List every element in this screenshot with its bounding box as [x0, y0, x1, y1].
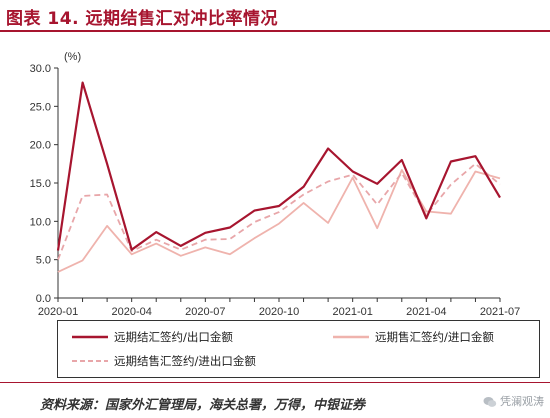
x-tick-label: 2020-07	[185, 306, 225, 318]
y-ticks: 0.0 5.0 10.0 15.0 20.0 25.0 30.0	[30, 63, 58, 305]
x-tick-label: 2021-01	[332, 306, 372, 318]
wechat-icon	[483, 397, 497, 407]
y-tick-label: 0.0	[36, 293, 51, 305]
x-tick-label: 2021-04	[406, 306, 446, 318]
y-tick-label: 30.0	[30, 63, 51, 75]
legend-swatch-total	[72, 360, 108, 362]
y-unit-label: (%)	[64, 51, 81, 63]
source-note: 资料来源：国家外汇管理局，海关总署，万得，中银证券	[40, 398, 366, 413]
y-tick-label: 5.0	[36, 255, 51, 267]
legend-label-export: 远期结汇签约/出口金额	[114, 330, 233, 344]
y-tick-label: 25.0	[30, 101, 51, 113]
x-ticks: 2020-01 2020-04 2020-07 2020-10 2021-01 2021-…	[38, 298, 520, 318]
series-line-1	[56, 81, 501, 251]
series-line-3	[57, 162, 501, 261]
watermark: 凭澜观涛	[483, 393, 544, 409]
y-tick-label: 20.0	[30, 140, 51, 152]
y-tick-label: 15.0	[30, 178, 51, 190]
footer-divider	[0, 382, 550, 383]
x-tick-label: 2020-10	[259, 306, 299, 318]
series-lines	[56, 81, 501, 273]
y-axis: 0.0 5.0 10.0 15.0 20.0 25.0 30.0	[30, 63, 59, 305]
line-chart: 0.05.010.015.020.025.030.0 (%) 2020-01 20…	[30, 51, 521, 318]
legend-label-import: 远期售汇签约/进口金额	[375, 330, 494, 344]
watermark-text: 凭澜观涛	[500, 395, 544, 408]
title-divider	[0, 30, 550, 32]
chart-title: 图表 14. 远期结售汇对冲比率情况	[6, 9, 278, 29]
x-tick-label: 2021-07	[480, 306, 520, 318]
series-line-2	[57, 169, 501, 273]
y-tick-label: 10.0	[30, 216, 51, 228]
legend-swatch-export	[72, 335, 108, 339]
x-axis: 2020-01 2020-04 2020-07 2020-10 2021-01 2021-…	[38, 297, 520, 318]
legend-swatch-import	[333, 335, 369, 339]
x-tick-label: 2020-04	[111, 306, 151, 318]
x-tick-label: 2020-01	[38, 306, 78, 318]
legend: 远期结汇签约/出口金额 远期售汇签约/进口金额 远期结售汇签约/进出口金额	[57, 320, 540, 378]
legend-label-total: 远期结售汇签约/进出口金额	[114, 354, 256, 368]
